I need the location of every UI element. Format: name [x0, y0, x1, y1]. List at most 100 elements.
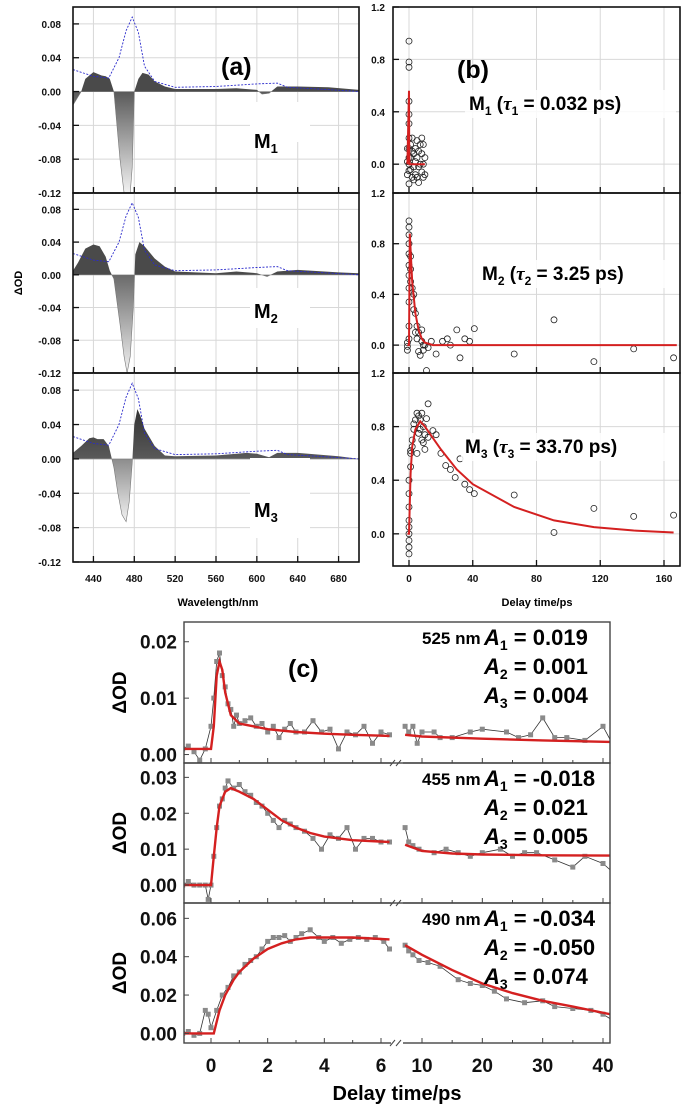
data-point	[670, 511, 677, 519]
data-point	[248, 792, 254, 798]
y-tick-label: 0.4	[371, 290, 385, 301]
data-point	[540, 715, 546, 721]
data-point	[405, 537, 413, 544]
data-point	[410, 723, 416, 729]
data-point	[414, 740, 420, 746]
data-point	[370, 740, 375, 746]
data-point	[432, 350, 440, 358]
x-tick-label: 2	[262, 1056, 273, 1077]
annotation-tau-subscript: 3	[508, 447, 515, 461]
data-point	[516, 735, 521, 741]
data-point	[242, 718, 248, 724]
panel-b: 1.20.80.40.0M1 (τ1 = 0.032 ps)1.2 0.8 0.4 0…	[371, 3, 681, 585]
y-axis-label: ΔOD	[110, 952, 131, 994]
fit-line	[406, 90, 425, 166]
data-point	[415, 429, 423, 437]
annotation-background	[478, 260, 676, 288]
data-point	[413, 154, 421, 162]
data-point	[222, 785, 228, 791]
y-tick-label: 1.2	[371, 189, 385, 200]
data-point	[413, 449, 421, 457]
data-point	[282, 726, 288, 732]
data-point	[418, 409, 426, 417]
species-annotation: M3 (τ3 = 33.70 ps)	[465, 437, 617, 461]
y-tick-label: 0.08	[42, 386, 62, 397]
data-point	[479, 850, 485, 856]
x-tick-label: 600	[249, 574, 266, 585]
data-point	[242, 789, 248, 795]
fit-line	[184, 786, 390, 887]
data-point	[504, 729, 509, 735]
amplitude-value: = 0.001	[508, 654, 588, 679]
data-point	[416, 958, 422, 963]
wavelength-label: 455 nm	[422, 770, 481, 789]
data-point	[522, 850, 528, 856]
data-point	[405, 550, 413, 558]
panel-a-ylabel: ΔOD	[13, 271, 25, 295]
species-label-subscript: 1	[271, 141, 278, 156]
x-tick-label: 440	[85, 574, 102, 585]
y-tick-label: 0.02	[140, 986, 177, 1007]
x-tick-label: 680	[330, 574, 347, 585]
y-tick-label: 1.2	[371, 3, 385, 14]
y-tick-label: 0.0	[371, 160, 385, 171]
amplitude-symbol: A	[483, 683, 500, 708]
amplitude-symbol: A	[483, 824, 500, 849]
fit-line	[404, 843, 610, 857]
amplitude-symbol: A	[483, 766, 500, 791]
data-point	[299, 931, 305, 937]
data-point	[630, 513, 638, 520]
data-point	[470, 325, 478, 333]
species-annotation: M2 (τ2 = 3.25 ps)	[482, 264, 624, 288]
x-tick-label: 0	[406, 574, 412, 585]
data-point	[424, 400, 432, 408]
y-tick-label: 0.8	[371, 240, 385, 251]
data-point	[228, 706, 234, 712]
data-point	[416, 351, 424, 359]
axis-break-mark	[395, 1039, 402, 1047]
axis-break-mark	[389, 1039, 396, 1047]
annotation-tau-subscript: 1	[512, 104, 519, 118]
data-point	[479, 983, 485, 988]
amplitude-value: = 0.074	[508, 964, 589, 989]
data-point	[405, 543, 413, 551]
data-point	[270, 817, 276, 823]
x-tick-label: 6	[376, 1056, 387, 1077]
data-point	[453, 326, 461, 334]
amplitude-subscript: 1	[500, 778, 508, 794]
data-point	[479, 726, 485, 732]
amplitude-subscript: 2	[500, 947, 508, 963]
data-point	[259, 721, 265, 726]
spectrum-positive-area	[73, 242, 359, 275]
data-point	[407, 447, 415, 455]
y-tick-label: 0.03	[140, 768, 177, 789]
annotation-M: M	[465, 437, 481, 458]
data-point	[353, 846, 358, 852]
data-line	[184, 652, 390, 761]
annotation-M-subscript: 3	[481, 447, 488, 461]
data-point	[613, 1019, 618, 1024]
panel-b-subplot-1: 1.20.80.40.0M1 (τ1 = 0.032 ps)	[371, 3, 681, 194]
data-point	[208, 723, 214, 729]
label-background	[250, 288, 310, 328]
data-point	[265, 938, 271, 944]
data-point	[630, 345, 638, 353]
amplitude-value: = 0.004	[508, 683, 589, 708]
wavelength-label: 525 nm	[422, 629, 481, 648]
data-point	[552, 735, 558, 741]
annotation-tau: τ	[503, 94, 512, 115]
x-tick-label: 80	[531, 574, 543, 585]
x-tick-label: 4	[319, 1056, 330, 1077]
data-point	[321, 938, 327, 944]
reference-spectrum-line	[73, 15, 359, 92]
data-point	[402, 825, 408, 831]
data-point	[319, 729, 324, 735]
amplitude-subscript: 3	[500, 976, 508, 992]
data-point	[405, 476, 413, 484]
data-point	[282, 817, 288, 823]
data-point	[590, 358, 598, 366]
data-point	[552, 1004, 558, 1010]
y-tick-label: 0.0	[371, 341, 385, 352]
